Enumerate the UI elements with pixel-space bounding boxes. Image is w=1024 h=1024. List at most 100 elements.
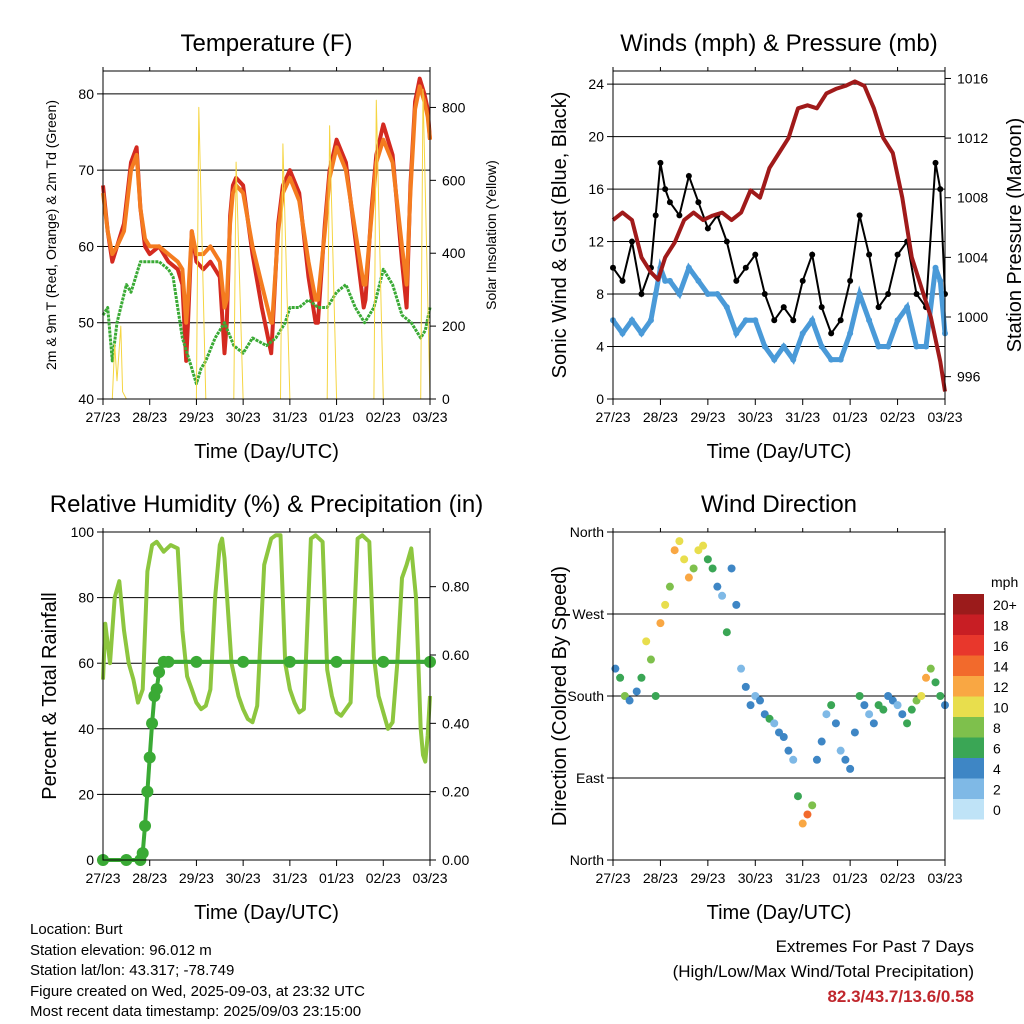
legend-swatch [953,655,984,676]
dir-point [727,564,736,573]
rh-ytick-label: 40 [78,721,94,737]
dir-point [831,719,840,728]
wind-point-wind [662,277,669,284]
dir-xtick-label: 30/23 [738,870,773,886]
wind-point-wind [619,330,626,337]
temp-xtick-label: 02/23 [366,409,401,425]
legend-label: 2 [993,782,1001,798]
temp-title: Temperature (F) [180,30,352,57]
dir-point [642,637,651,646]
dir-point [699,541,708,550]
dir-frame [612,531,946,861]
wind-point-wind [666,277,673,284]
wind-point-gust [866,251,873,258]
legend-swatch [953,799,984,820]
wind-ytick-label: 16 [588,181,604,197]
wind-point-gust [619,277,626,284]
dir-ytick-label: North [570,852,604,868]
rh-point-precip [377,655,390,668]
wind-point-gust [628,238,635,245]
wind-point-wind [790,356,797,363]
dir-point [646,655,655,664]
wind-point-wind [837,356,844,363]
wind-point-wind [904,304,911,311]
wind-point-wind [780,343,787,350]
wind-point-gust [704,225,711,232]
wind-point-gust [685,172,692,179]
dir-point [812,755,821,764]
wind-ytick-right-label: 1004 [957,249,988,265]
rh-ytick-right-label: 0.40 [442,715,469,731]
wind-ytick-right-label: 1012 [957,130,988,146]
rh-point-precip [162,655,175,668]
dir-point [936,692,945,700]
temp-ytick-label: 80 [78,86,94,102]
rh-point-precip [146,717,159,730]
wind-chart: Winds (mph) & Pressure (mb) 0 4 8 12 16 20 24 99… [549,30,1024,463]
wind-title: Winds (mph) & Pressure (mb) [620,30,937,57]
wind-series-pressure [611,79,947,392]
temp-ytick-label: 60 [78,238,94,254]
rh-ytick-label: 80 [78,590,94,606]
wind-ytick-label: 8 [596,286,604,302]
temp-xtick-label: 27/23 [85,409,120,425]
wind-point-wind [733,330,740,337]
dir-point [850,728,859,737]
wind-point-wind [913,343,920,350]
wind-point-wind [809,317,816,324]
rh-xtick-label: 31/23 [272,870,307,886]
wind-point-gust [937,186,944,193]
legend-label: 6 [993,741,1001,757]
dir-xlabel: Time (Day/UTC) [707,902,852,924]
wind-frame [612,70,946,400]
wind-point-wind [695,277,702,284]
wind-ytick-right-label: 1008 [957,190,988,206]
rh-xtick-label: 02/23 [366,870,401,886]
legend-label: 10 [993,700,1009,716]
dir-point [917,692,926,700]
wind-point-wind [638,330,645,337]
wind-ylabel-right: Station Pressure (Maroon) [1004,118,1024,353]
dir-point [637,673,646,682]
dir-point [922,673,931,682]
dir-point [680,555,689,564]
dir-point [855,692,864,700]
temp-xtick-label: 30/23 [226,409,261,425]
extremes-subtitle: (High/Low/Max Wind/Total Precipitation) [672,962,974,981]
legend-swatch [953,737,984,758]
rh-frame [102,531,431,861]
dir-point [860,701,869,710]
rh-point-precip [283,655,296,668]
wind-point-gust [676,212,683,219]
dir-xtick-label: 29/23 [690,870,725,886]
wind-point-wind [652,291,659,298]
temp-xlabel: Time (Day/UTC) [194,441,339,463]
wind-xtick-label: 27/23 [595,409,630,425]
wind-point-gust [761,291,768,298]
dir-point [656,619,665,628]
rh-point-precip [150,683,163,696]
wind-point-gust [809,251,816,258]
dir-point [798,819,807,828]
dir-point [898,710,907,719]
wind-xtick-label: 03/23 [927,409,962,425]
dir-xtick-label: 31/23 [785,870,820,886]
wind-point-gust [885,291,892,298]
rh-title: Relative Humidity (%) & Precipitation (i… [50,491,483,518]
temp-xtick-label: 01/23 [319,409,354,425]
dir-ytick-label: East [576,770,604,786]
dir-point [746,701,755,710]
rh-xtick-label: 29/23 [179,870,214,886]
dir-xtick-label: 02/23 [880,870,915,886]
dir-xtick-label: 28/23 [643,870,678,886]
dir-point [632,687,641,696]
wind-point-wind [894,317,901,324]
legend-swatch [953,614,984,635]
rh-ytick-right-label: 0.60 [442,647,469,663]
rh-ytick-right-label: 0.20 [442,784,469,800]
rh-chart: Relative Humidity (%) & Precipitation (i… [39,491,483,924]
legend-swatch [953,635,984,656]
wind-point-gust [657,159,664,166]
temp-series-t2m [101,76,432,363]
wind-point-gust [638,291,645,298]
